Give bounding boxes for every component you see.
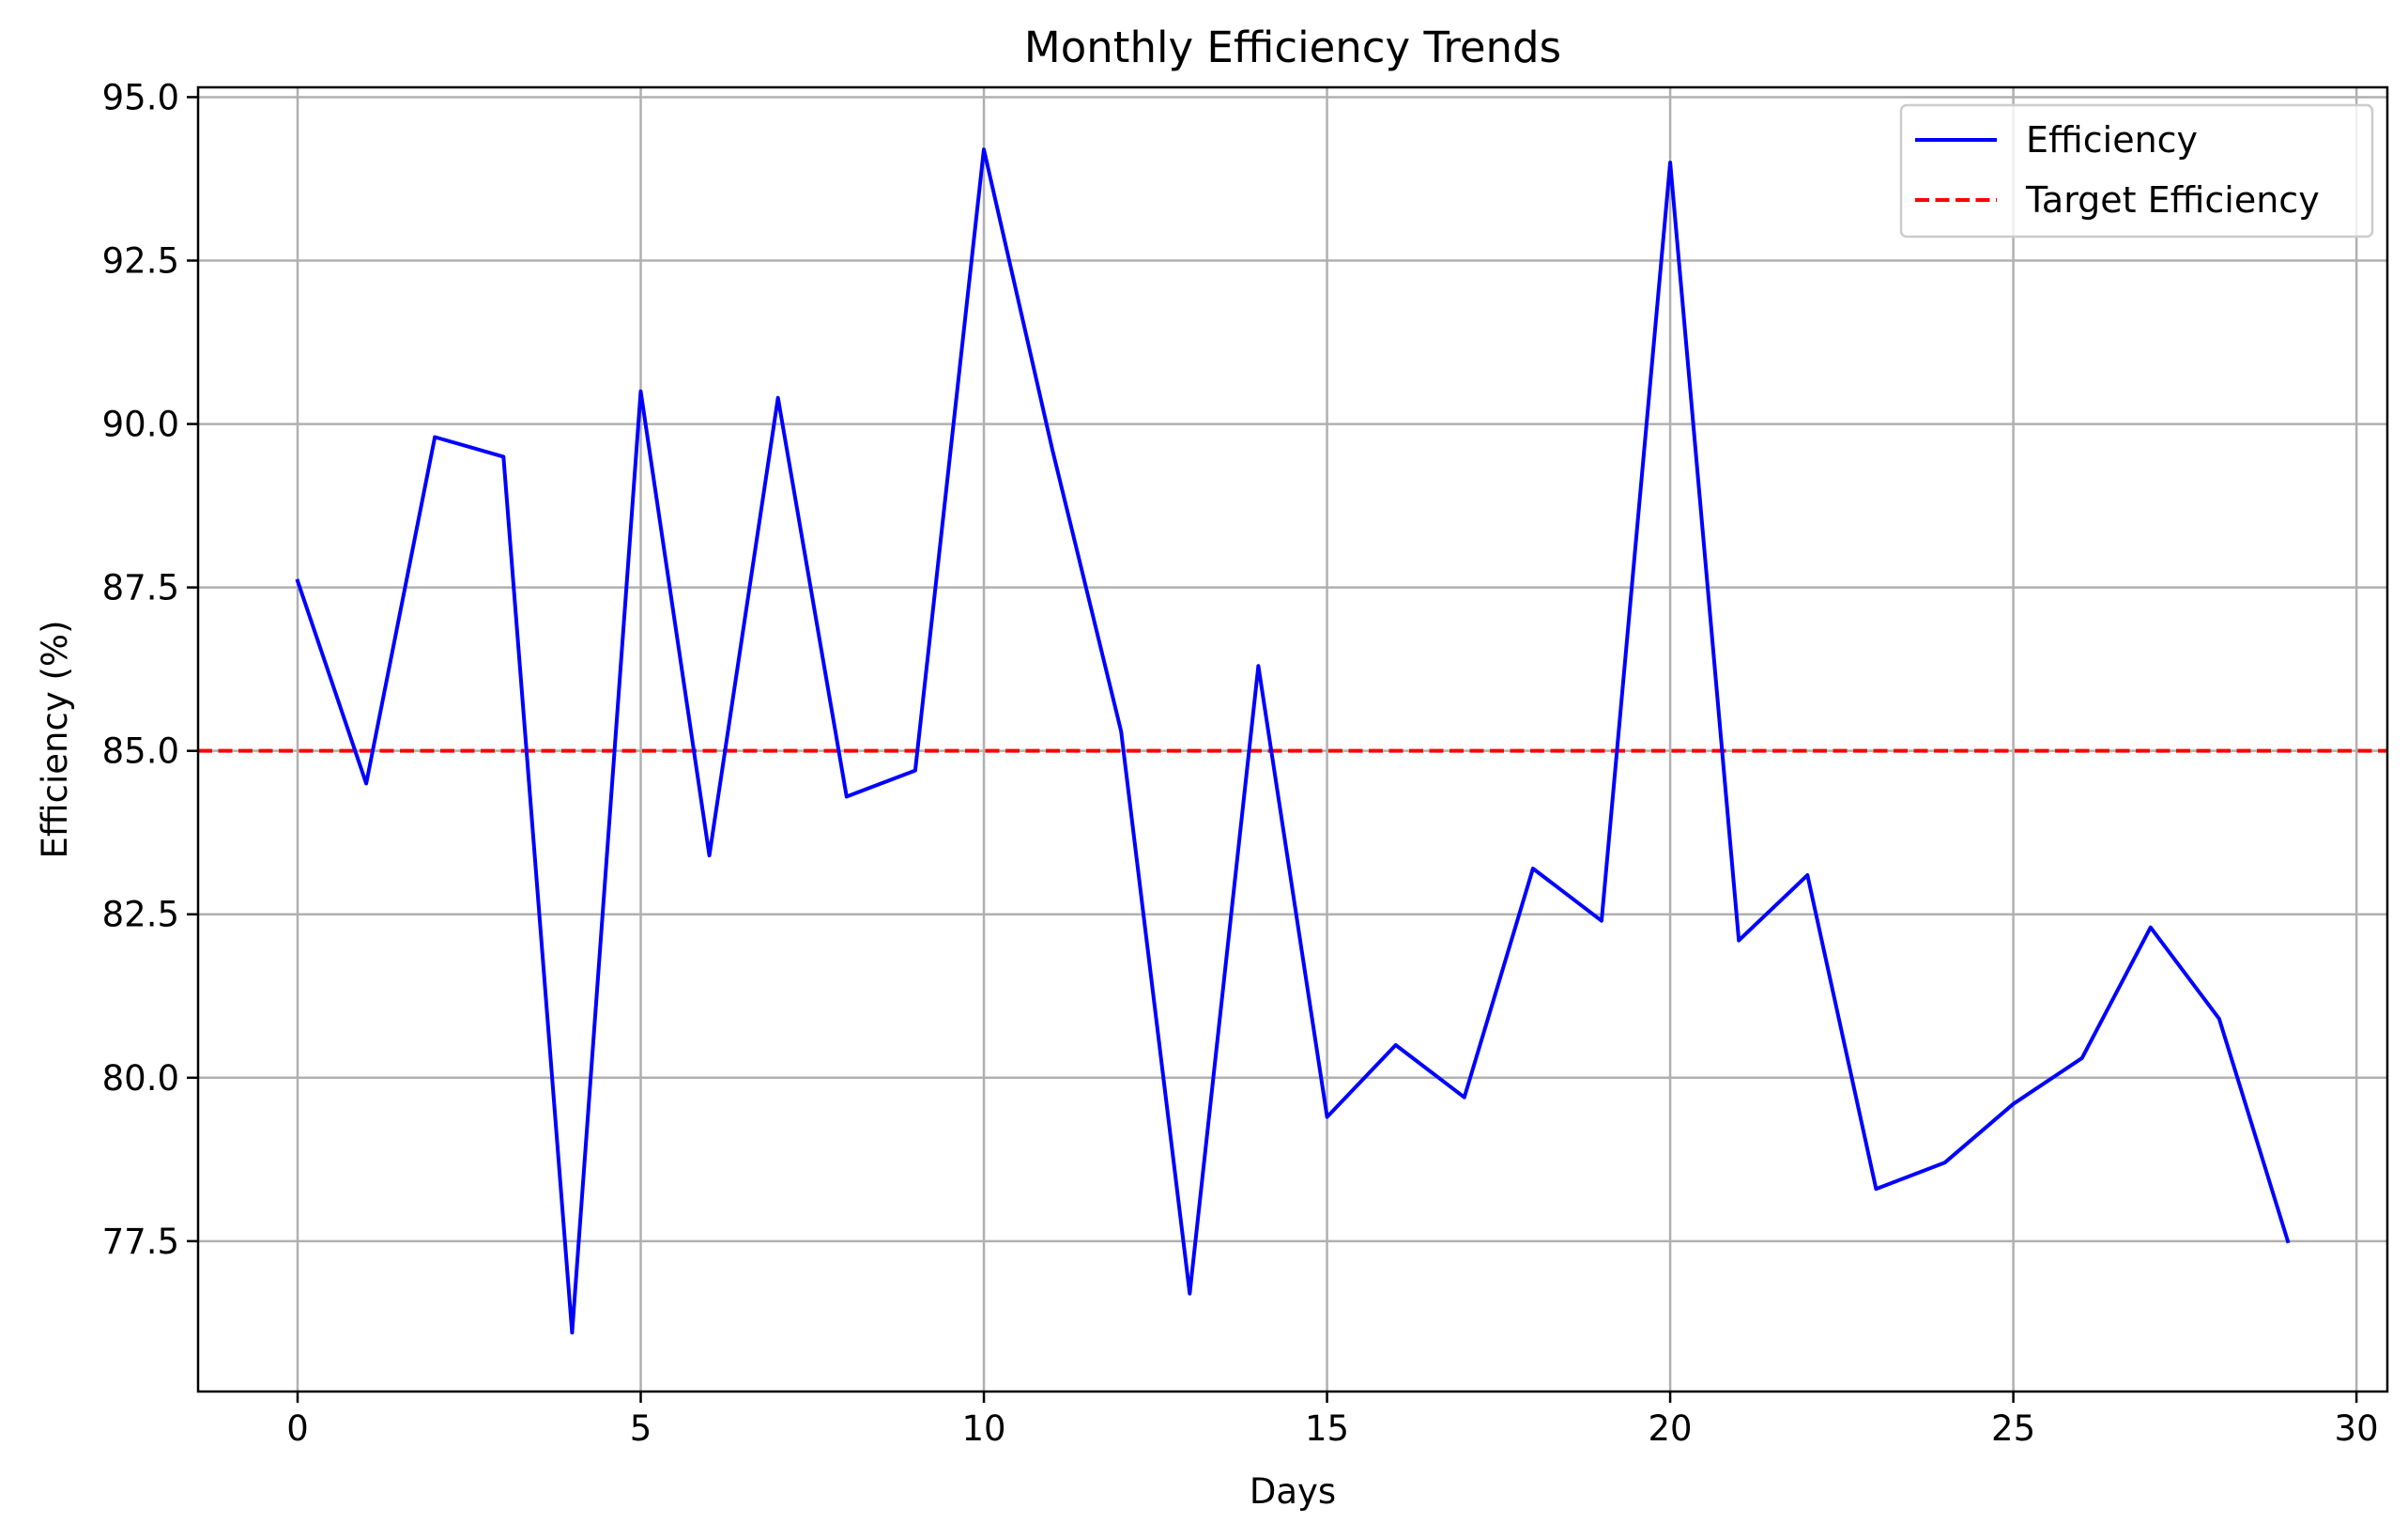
y-tick-label: 80.0 [102,1058,179,1099]
y-tick-label: 95.0 [102,77,179,117]
x-tick-label: 30 [2335,1408,2379,1449]
y-tick-label: 92.5 [102,241,179,282]
y-tick-label: 87.5 [102,568,179,608]
legend-target-efficiency-label: Target Efficiency [2025,179,2320,221]
y-tick-label: 77.5 [102,1222,179,1262]
series [295,147,2291,1335]
x-tick-label: 5 [630,1408,652,1449]
x-axis-ticks: 0 5 10 15 20 25 30 [286,1392,2379,1449]
y-tick-label: 82.5 [102,895,179,935]
x-tick-label: 25 [1991,1408,2035,1449]
x-axis-title: Days [1250,1471,1336,1512]
x-tick-label: 10 [961,1408,1005,1449]
plot-frame [196,85,2389,1393]
legend-efficiency-label: Efficiency [2026,119,2198,161]
y-axis-ticks: 77.5 80.0 82.5 85.0 87.5 90.0 92.5 95.0 [102,77,198,1262]
legend: Efficiency Target Efficiency [1899,103,2374,238]
x-tick-label: 20 [1649,1408,1693,1449]
y-tick-label: 85.0 [102,731,179,772]
chart-title: Monthly Efficiency Trends [1024,23,1561,72]
x-tick-label: 15 [1305,1408,1349,1449]
y-axis-title: Efficiency (%) [35,620,75,858]
efficiency-line [295,147,2291,1335]
x-tick-label: 0 [286,1408,309,1449]
y-tick-label: 90.0 [102,405,179,445]
legend-box [1899,103,2374,238]
